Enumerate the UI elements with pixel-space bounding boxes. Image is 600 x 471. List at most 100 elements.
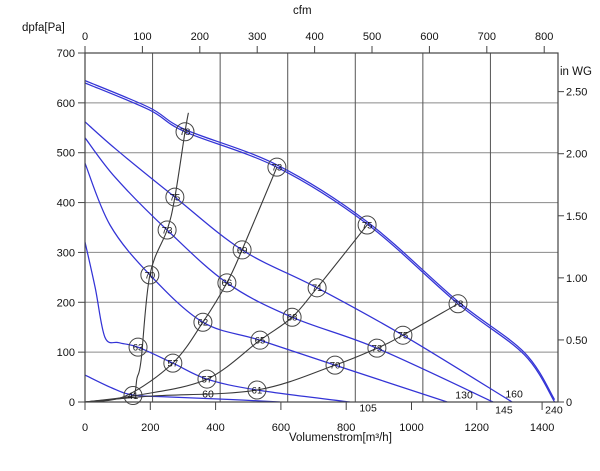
left-axis-pa: 700 600 500 400 300 200 100 0 bbox=[57, 48, 85, 409]
y-axis-title-pa: dpfa[Pa] bbox=[22, 22, 65, 34]
tick-label: 300 bbox=[248, 31, 266, 43]
tick-label: 700 bbox=[57, 48, 75, 60]
tick-label: 0 bbox=[82, 31, 88, 43]
fan-curves bbox=[85, 80, 556, 402]
plain-value: 105 bbox=[359, 402, 377, 414]
tick-label: 200 bbox=[191, 31, 209, 43]
tick-label: 800 bbox=[535, 31, 553, 43]
top-axis-title-cfm: cfm bbox=[293, 5, 312, 17]
tick-label: 0 bbox=[566, 397, 572, 409]
system-curve-4 bbox=[85, 303, 459, 402]
system-curve-2 bbox=[85, 166, 278, 402]
tick-label: 400 bbox=[305, 31, 323, 43]
tick-label: 600 bbox=[420, 31, 438, 43]
right-axis-inwg: 2.50 2.00 1.50 1.00 0.50 0 bbox=[558, 87, 587, 409]
tick-label: 1000 bbox=[399, 422, 423, 434]
plain-value: 60 bbox=[202, 389, 214, 401]
tick-label: 1.50 bbox=[566, 211, 587, 223]
db-circle bbox=[307, 278, 327, 298]
db-value: 63 bbox=[133, 343, 144, 354]
fan-curve-speed-2 bbox=[85, 121, 513, 402]
tick-label: 200 bbox=[57, 297, 75, 309]
db-value: 57 bbox=[168, 359, 179, 370]
tick-label: 300 bbox=[57, 247, 75, 259]
db-value: 71 bbox=[312, 283, 323, 294]
plain-value: 240 bbox=[545, 404, 563, 416]
db-value: 75 bbox=[362, 220, 373, 231]
db-value: 62 bbox=[198, 318, 209, 329]
db-value: 66 bbox=[222, 278, 233, 289]
tick-label: 100 bbox=[57, 347, 75, 359]
plot-frame bbox=[84, 52, 559, 403]
fan-curve-speed-3 bbox=[85, 137, 494, 402]
db-value: 73 bbox=[272, 163, 283, 174]
tick-label: 800 bbox=[337, 422, 355, 434]
tick-label: 500 bbox=[57, 148, 75, 160]
tick-label: 500 bbox=[363, 31, 381, 43]
db-circle bbox=[193, 312, 213, 332]
fan-curve-speed-5 bbox=[85, 241, 350, 402]
tick-label: 100 bbox=[133, 31, 151, 43]
db-value: 70 bbox=[330, 361, 341, 372]
tick-label: 2.50 bbox=[566, 87, 587, 99]
db-circle bbox=[123, 386, 143, 406]
right-axis-title-inwg: in WG bbox=[560, 66, 592, 78]
db-value: 73 bbox=[372, 344, 383, 355]
db-circle bbox=[267, 157, 287, 177]
db-circle bbox=[357, 215, 377, 235]
db-circle bbox=[128, 337, 148, 357]
tick-label: 400 bbox=[206, 422, 224, 434]
db-value: 61 bbox=[252, 385, 263, 396]
db-value: 73 bbox=[162, 225, 173, 236]
plain-value: 130 bbox=[455, 390, 473, 402]
db-circle bbox=[367, 338, 387, 358]
tick-label: 0 bbox=[82, 422, 88, 434]
gridlines bbox=[85, 53, 558, 402]
tick-label: 1400 bbox=[530, 422, 554, 434]
bottom-axis: 0 200 400 600 800 1000 1200 1400 bbox=[82, 402, 554, 434]
tick-label: 0 bbox=[69, 397, 75, 409]
db-circle bbox=[140, 265, 160, 285]
db-value: 68 bbox=[287, 313, 298, 324]
db-circle bbox=[197, 369, 217, 389]
fan-curve-speed-4 bbox=[85, 162, 448, 402]
top-axis-cfm: 0 100 200 300 400 500 600 700 800 bbox=[82, 31, 553, 53]
db-circle bbox=[232, 240, 252, 260]
db-value: 78 bbox=[180, 127, 191, 138]
system-curves bbox=[85, 112, 459, 402]
db-value: 78 bbox=[453, 299, 464, 310]
db-value: 65 bbox=[255, 336, 266, 347]
fan-curve-speed-1-max bbox=[85, 82, 556, 402]
db-value: 70 bbox=[145, 270, 156, 281]
sound-level-labels: 41 63 70 73 75 78 57 62 66 69 73 57 65 68 71 75 61 70 73 75… bbox=[123, 122, 468, 406]
db-circle bbox=[175, 122, 195, 142]
tick-label: 600 bbox=[272, 422, 290, 434]
db-circle bbox=[393, 325, 413, 345]
plain-value: 160 bbox=[505, 389, 523, 401]
db-circle bbox=[250, 330, 270, 350]
db-value: 57 bbox=[202, 374, 213, 385]
system-curve-3 bbox=[85, 224, 368, 402]
db-value: 69 bbox=[237, 245, 248, 256]
tick-label: 600 bbox=[57, 98, 75, 110]
fan-curve-speed-1-max-second-line bbox=[85, 80, 556, 401]
plain-value: 145 bbox=[495, 404, 513, 416]
tick-label: 0.50 bbox=[566, 335, 587, 347]
tick-label: 2.00 bbox=[566, 149, 587, 161]
db-value: 75 bbox=[170, 192, 181, 203]
power-labels: 60 105 130 145 160 240 bbox=[202, 389, 563, 417]
tick-label: 1200 bbox=[465, 422, 489, 434]
db-circle bbox=[157, 220, 177, 240]
x-axis-title-volumenstrom: Volumenstrom[m³/h] bbox=[289, 432, 392, 444]
db-circle bbox=[325, 355, 345, 375]
db-circle bbox=[247, 380, 267, 400]
tick-label: 700 bbox=[478, 31, 496, 43]
db-value: 41 bbox=[128, 391, 139, 402]
db-value: 75 bbox=[398, 331, 409, 342]
db-circle bbox=[448, 294, 468, 314]
db-circle bbox=[217, 273, 237, 293]
db-circle bbox=[163, 353, 183, 373]
tick-label: 1.00 bbox=[566, 273, 587, 285]
